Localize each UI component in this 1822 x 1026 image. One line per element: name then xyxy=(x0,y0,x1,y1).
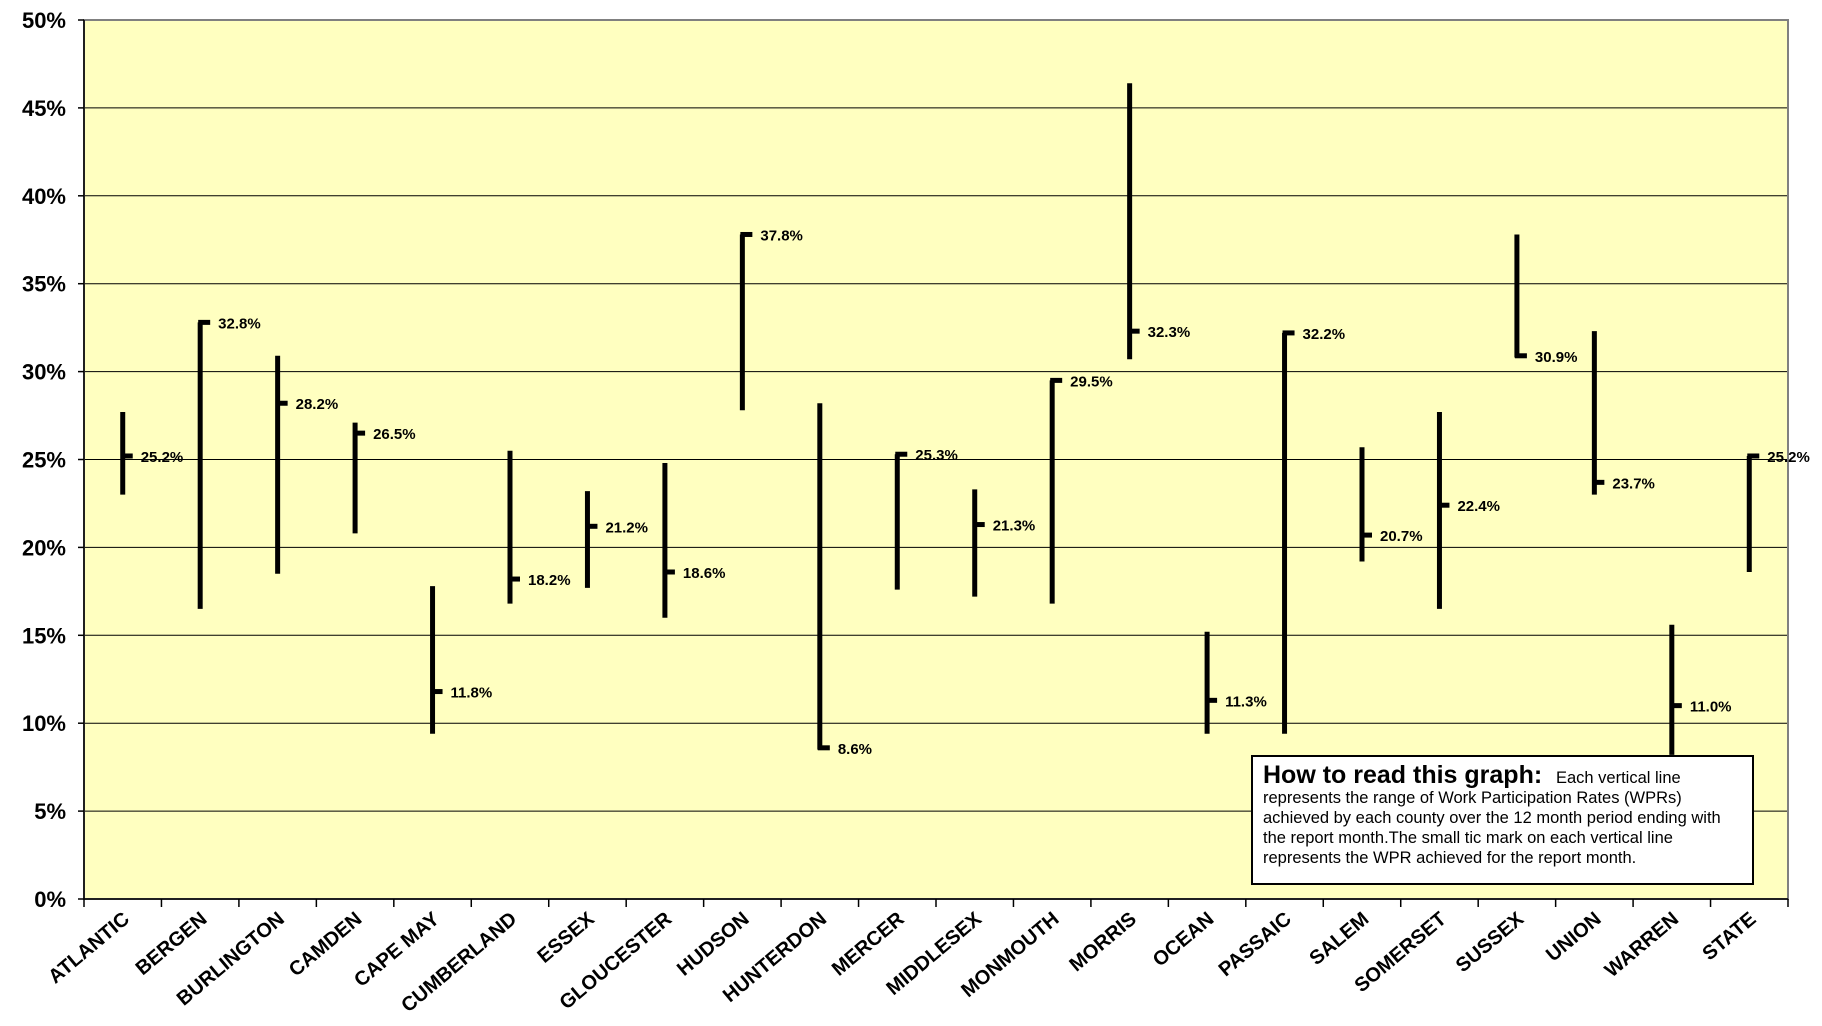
data-label: 18.2% xyxy=(528,572,571,589)
x-tick-label: OCEAN xyxy=(1149,908,1218,971)
data-label: 8.6% xyxy=(838,741,872,758)
data-label: 37.8% xyxy=(760,227,803,244)
data-label: 32.2% xyxy=(1303,326,1346,343)
data-label: 20.7% xyxy=(1380,528,1423,545)
data-label: 25.2% xyxy=(1767,449,1810,466)
data-label: 28.2% xyxy=(296,396,339,413)
x-tick-label: SALEM xyxy=(1305,908,1373,970)
data-label: 32.3% xyxy=(1148,324,1191,341)
y-tick-label: 30% xyxy=(22,360,66,385)
x-tick-label: SUSSEX xyxy=(1452,908,1529,977)
x-tick-label: HUDSON xyxy=(673,908,754,981)
x-tick-label: PASSAIC xyxy=(1215,908,1296,981)
note-body: Each vertical line represents the range … xyxy=(1263,769,1721,867)
data-label: 11.0% xyxy=(1690,699,1732,716)
x-tick-label: MORRIS xyxy=(1065,908,1140,976)
data-label: 21.3% xyxy=(993,518,1036,535)
y-tick-label: 5% xyxy=(34,799,66,824)
y-tick-label: 20% xyxy=(22,535,66,560)
y-tick-label: 45% xyxy=(22,96,66,121)
data-label: 11.3% xyxy=(1225,693,1267,710)
x-tick-label: WARREN xyxy=(1601,908,1683,982)
y-tick-label: 15% xyxy=(22,623,66,648)
y-tick-label: 40% xyxy=(22,184,66,209)
y-tick-label: 25% xyxy=(22,448,66,473)
data-label: 29.5% xyxy=(1070,373,1113,390)
data-label: 23.7% xyxy=(1612,475,1655,492)
data-label: 18.6% xyxy=(683,565,726,582)
data-label: 32.8% xyxy=(218,315,261,332)
data-label: 30.9% xyxy=(1535,349,1578,366)
x-tick-label: ATLANTIC xyxy=(44,908,134,988)
how-to-read-note: How to read this graph: Each vertical li… xyxy=(1251,755,1754,885)
x-tick-label: STATE xyxy=(1698,908,1760,965)
y-tick-label: 0% xyxy=(34,887,66,912)
data-label: 21.2% xyxy=(605,519,648,536)
y-tick-label: 35% xyxy=(22,272,66,297)
data-label: 26.5% xyxy=(373,426,416,443)
data-label: 22.4% xyxy=(1457,498,1500,515)
data-label: 11.8% xyxy=(451,685,493,702)
data-label: 25.3% xyxy=(915,447,958,464)
data-label: 25.2% xyxy=(141,449,184,466)
note-title: How to read this graph: xyxy=(1263,761,1543,789)
y-tick-label: 10% xyxy=(22,711,66,736)
x-tick-label: MERCER xyxy=(828,908,909,981)
x-tick-label: ESSEX xyxy=(533,908,599,968)
x-tick-label: UNION xyxy=(1542,908,1606,966)
y-tick-label: 50% xyxy=(22,8,66,33)
x-tick-label: BERGEN xyxy=(132,908,212,980)
